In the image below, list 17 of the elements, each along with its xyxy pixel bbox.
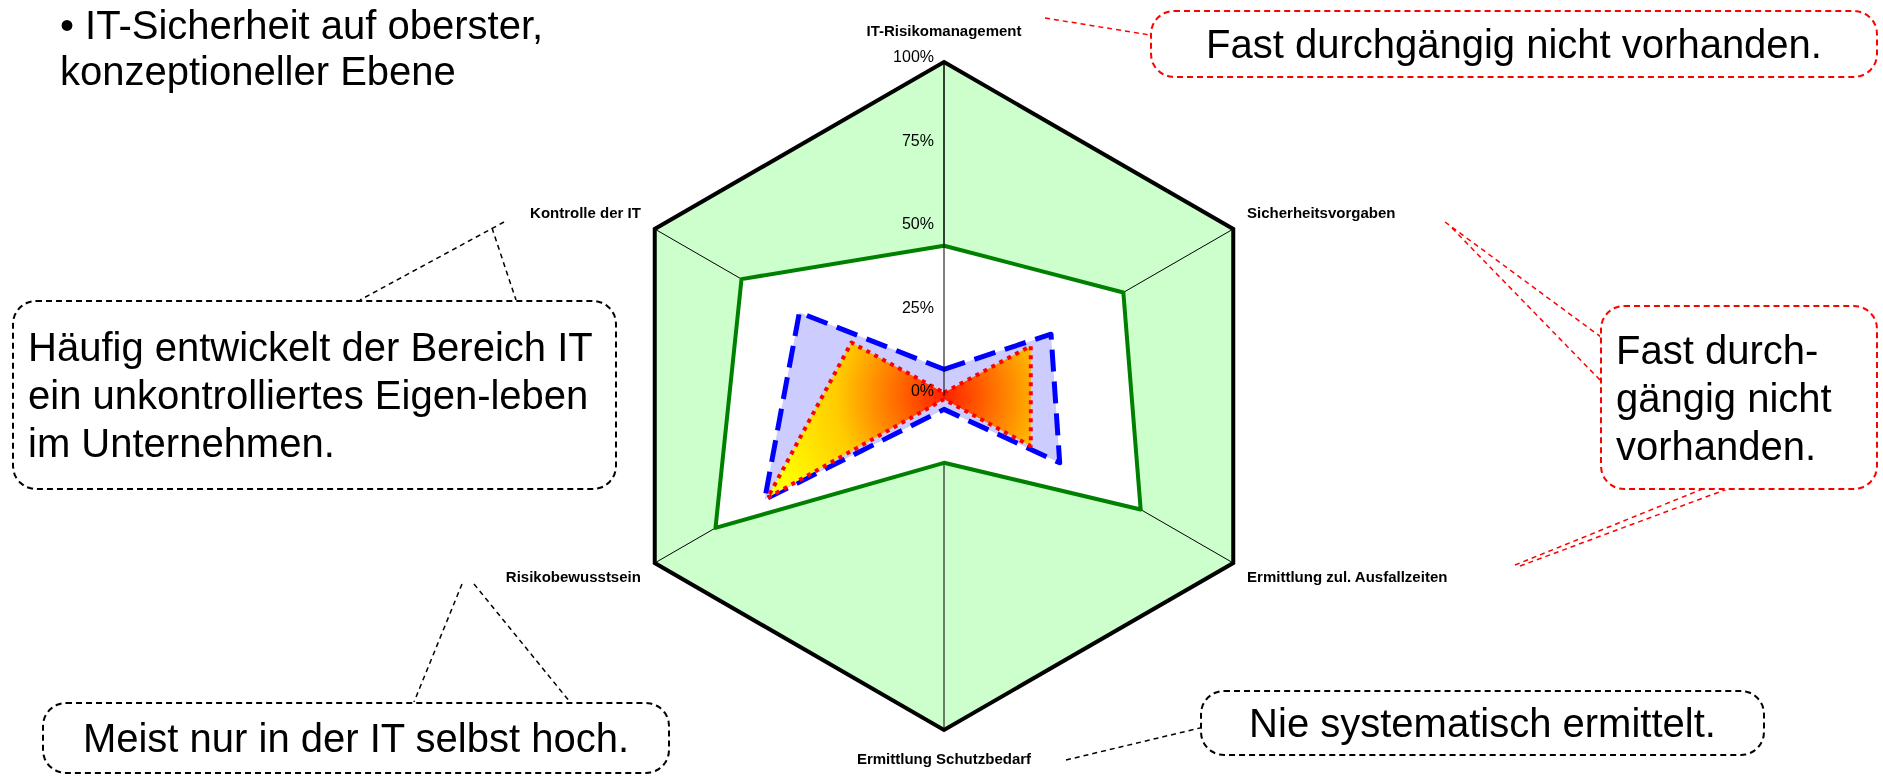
text: Fast durch-gängig nicht vorhanden. [1616,326,1833,470]
spoke-label: Risikobewusstsein [505,567,641,585]
text: Meist nur in der IT selbst hoch. [82,715,630,762]
spoke-label: Ermittlung zul. Ausfallzeiten [1247,567,1448,585]
spoke-label: Sicherheitsvorgaben [1247,203,1396,221]
chart-title: • IT-Sicherheit auf oberster, konzeptioneller Ebene [60,2,545,94]
y-tick-label: 25% [901,298,934,316]
text: Häufig entwickelt der Bereich IT ein unkontrolliertes Eigen-leben im Unternehmen. [28,324,593,467]
text: Fast durchgängig nicht vorhanden. [1206,21,1822,68]
y-tick-label: 50% [901,215,934,232]
y-tick-label: 100% [893,48,934,65]
spoke-label: IT-Risikomanagement [866,21,1022,39]
spoke-label: Ermittlung Schutzbedarf [856,749,1033,767]
text: Nie systematisch ermittelt. [1249,700,1716,747]
y-tick-label: 75% [901,131,934,149]
y-tick-label: 0% [910,382,934,399]
spoke-label: Kontrolle der IT [530,203,641,221]
